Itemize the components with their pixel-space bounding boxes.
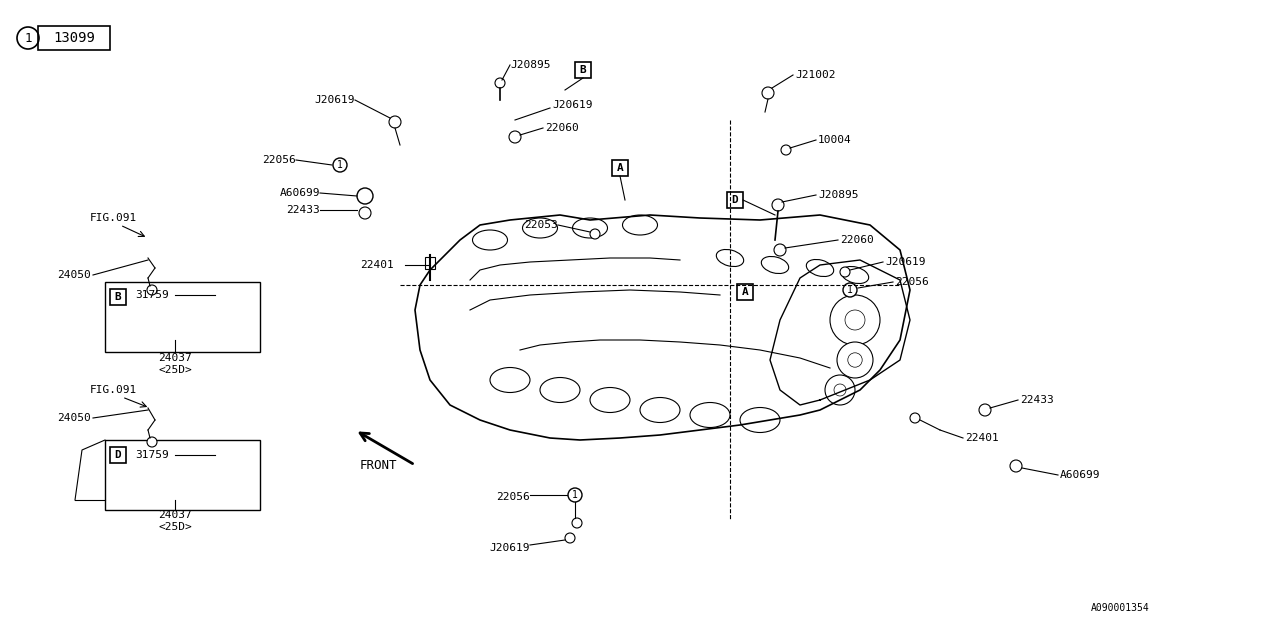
Text: 1: 1: [572, 490, 579, 500]
Text: J20619: J20619: [489, 543, 530, 553]
Text: 22401: 22401: [360, 260, 394, 270]
Text: D: D: [115, 450, 122, 460]
Text: 1: 1: [847, 285, 852, 295]
Ellipse shape: [522, 218, 558, 238]
Bar: [105, 282, 260, 352]
Circle shape: [774, 244, 786, 256]
Ellipse shape: [472, 230, 507, 250]
Text: D: D: [732, 195, 739, 205]
Text: <25D>: <25D>: [159, 522, 192, 532]
Text: J21002: J21002: [795, 70, 836, 80]
Circle shape: [835, 384, 846, 396]
Circle shape: [147, 285, 157, 295]
Ellipse shape: [640, 397, 680, 422]
Circle shape: [333, 158, 347, 172]
Circle shape: [509, 131, 521, 143]
Circle shape: [495, 78, 506, 88]
Ellipse shape: [690, 403, 730, 428]
Text: J20895: J20895: [509, 60, 550, 70]
Bar: [612, 160, 628, 176]
Bar: [727, 192, 742, 208]
Text: 13099: 13099: [52, 31, 95, 45]
Text: FRONT: FRONT: [360, 458, 398, 472]
Circle shape: [1010, 460, 1021, 472]
Circle shape: [910, 413, 920, 423]
Text: 22433: 22433: [1020, 395, 1053, 405]
Text: 24037: 24037: [159, 510, 192, 520]
Ellipse shape: [622, 215, 658, 235]
Text: 22433: 22433: [287, 205, 320, 215]
Ellipse shape: [490, 367, 530, 392]
Text: J20895: J20895: [818, 190, 859, 200]
Text: 1: 1: [24, 31, 32, 45]
Text: 24050: 24050: [58, 270, 91, 280]
Text: 22060: 22060: [840, 235, 874, 245]
Circle shape: [781, 145, 791, 155]
Text: J20619: J20619: [884, 257, 925, 267]
Circle shape: [829, 295, 881, 345]
Ellipse shape: [740, 408, 780, 433]
Circle shape: [147, 437, 157, 447]
Circle shape: [844, 283, 858, 297]
Ellipse shape: [590, 387, 630, 413]
Circle shape: [17, 27, 38, 49]
Ellipse shape: [762, 257, 788, 273]
Text: 22056: 22056: [895, 277, 929, 287]
Circle shape: [847, 353, 863, 367]
Text: A: A: [741, 287, 749, 297]
Bar: [110, 447, 125, 463]
Circle shape: [564, 533, 575, 543]
Text: A60699: A60699: [279, 188, 320, 198]
Text: J20619: J20619: [552, 100, 593, 110]
Text: 22060: 22060: [545, 123, 579, 133]
Text: B: B: [115, 292, 122, 302]
Circle shape: [762, 87, 774, 99]
Text: 1: 1: [337, 160, 343, 170]
Circle shape: [568, 488, 582, 502]
Circle shape: [826, 375, 855, 405]
Bar: [425, 257, 435, 269]
Text: <25D>: <25D>: [159, 365, 192, 375]
Text: 22056: 22056: [262, 155, 296, 165]
Ellipse shape: [572, 218, 608, 238]
Text: J20619: J20619: [315, 95, 355, 105]
Bar: [38, 26, 110, 50]
Text: 31759: 31759: [134, 290, 169, 300]
Text: 22401: 22401: [965, 433, 998, 443]
Text: A: A: [617, 163, 623, 173]
Text: FIG.091: FIG.091: [90, 385, 137, 395]
Circle shape: [772, 199, 785, 211]
Circle shape: [357, 188, 372, 204]
Circle shape: [840, 267, 850, 277]
Text: 24050: 24050: [58, 413, 91, 423]
Text: A60699: A60699: [1060, 470, 1101, 480]
Text: 22056: 22056: [497, 492, 530, 502]
Bar: [105, 440, 260, 510]
Circle shape: [358, 207, 371, 219]
Circle shape: [837, 342, 873, 378]
Circle shape: [845, 310, 865, 330]
Circle shape: [979, 404, 991, 416]
Text: 31759: 31759: [134, 450, 169, 460]
Bar: [110, 289, 125, 305]
Circle shape: [389, 116, 401, 128]
Bar: [575, 62, 591, 78]
Text: FIG.091: FIG.091: [90, 213, 137, 223]
Text: 10004: 10004: [818, 135, 851, 145]
Circle shape: [590, 229, 600, 239]
Text: 22053: 22053: [525, 220, 558, 230]
Text: A090001354: A090001354: [1092, 603, 1149, 613]
Bar: [737, 284, 753, 300]
Ellipse shape: [841, 266, 869, 284]
Text: 24037: 24037: [159, 353, 192, 363]
Ellipse shape: [806, 259, 833, 276]
Ellipse shape: [540, 378, 580, 403]
Text: B: B: [580, 65, 586, 75]
Circle shape: [572, 518, 582, 528]
Ellipse shape: [717, 250, 744, 266]
